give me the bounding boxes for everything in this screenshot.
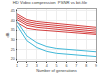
- svg-text:Number of generations: Number of generations: [36, 68, 77, 73]
- svg-text:4: 4: [46, 64, 48, 68]
- svg-text:3: 3: [36, 64, 38, 68]
- svg-text:25: 25: [11, 48, 15, 52]
- svg-text:9: 9: [95, 64, 97, 68]
- svg-text:8: 8: [85, 64, 87, 68]
- svg-text:7: 7: [75, 64, 77, 68]
- svg-text:2: 2: [26, 64, 28, 68]
- svg-text:40: 40: [11, 19, 15, 23]
- svg-text:20: 20: [11, 57, 15, 61]
- svg-text:6: 6: [65, 64, 67, 68]
- svg-text:35: 35: [11, 28, 15, 32]
- svg-text:dB: dB: [5, 32, 10, 37]
- svg-text:5: 5: [56, 64, 58, 68]
- svg-text:HD Video compression PSNR vs: HD Video compression PSNR vs bit-file: [13, 0, 88, 5]
- svg-text:45: 45: [11, 9, 15, 13]
- svg-text:30: 30: [11, 38, 15, 42]
- svg-text:1: 1: [16, 64, 18, 68]
